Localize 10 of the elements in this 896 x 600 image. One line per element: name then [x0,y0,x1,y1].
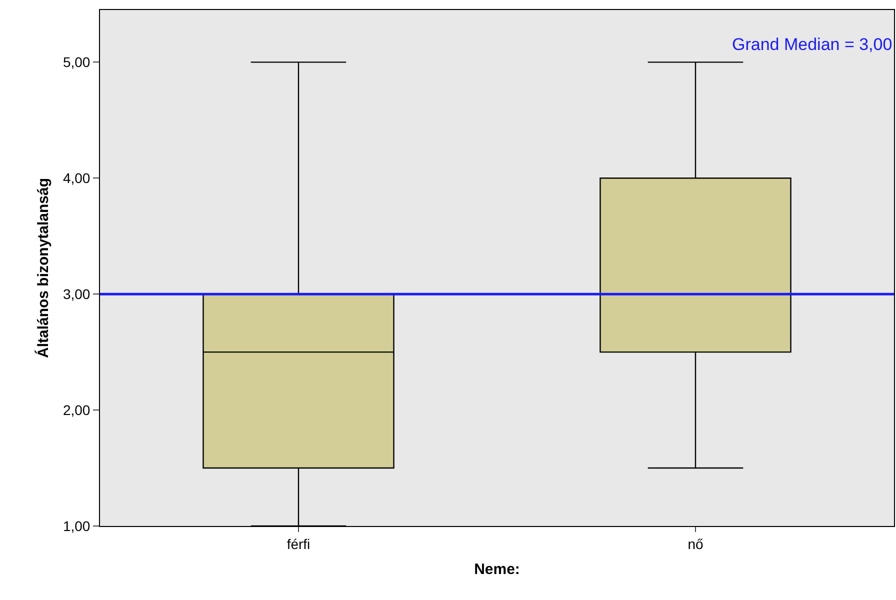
x-tick-label: férfi [286,536,310,552]
y-tick-label: 1,00 [62,518,90,534]
y-tick-label: 2,00 [62,402,90,418]
x-axis-title: Neme: [474,560,520,578]
x-tick-label: nő [688,536,704,552]
y-tick-label: 3,00 [62,286,90,302]
y-tick-label: 4,00 [62,170,90,186]
y-tick-label: 5,00 [62,54,90,70]
y-axis-title: Általános bizonytalanság [34,178,52,358]
ref-line-label: Grand Median = 3,00 [732,35,892,54]
